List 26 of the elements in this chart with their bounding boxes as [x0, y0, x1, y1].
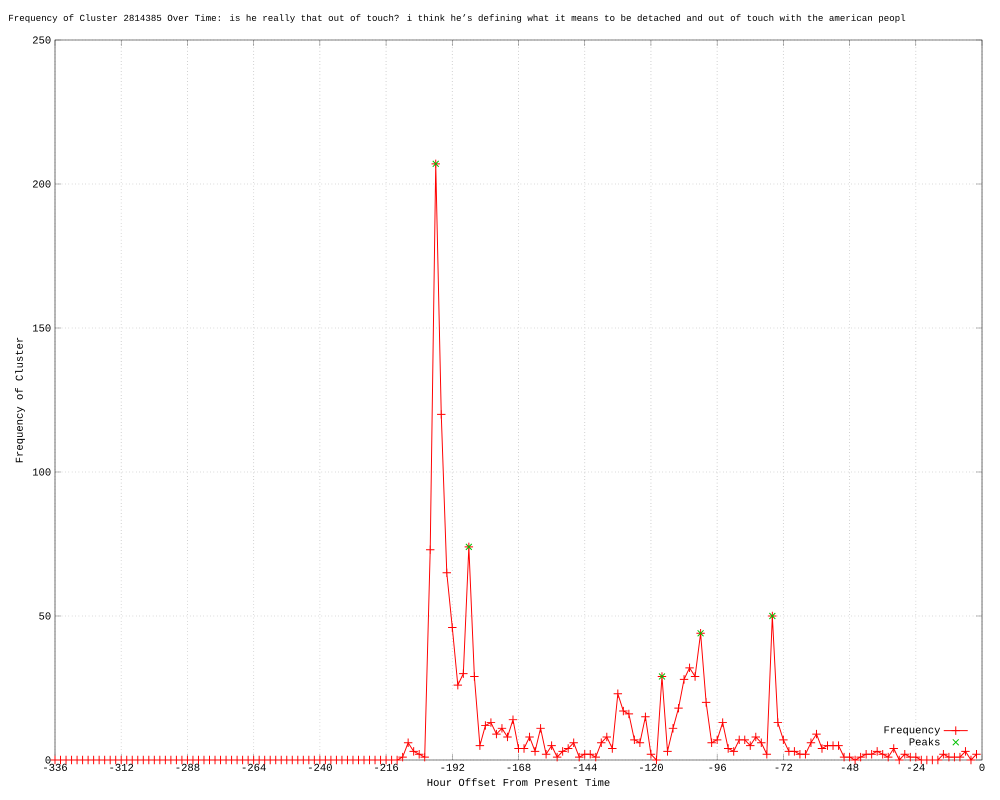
- x-tick-label: -192: [441, 764, 464, 771]
- x-tick-label: 0: [979, 764, 985, 771]
- y-tick-label: 200: [32, 180, 51, 188]
- legend-label: Frequency: [884, 726, 940, 736]
- x-tick-label: -288: [176, 764, 200, 771]
- x-tick-label: -120: [640, 764, 663, 771]
- chart-title: Frequency of Cluster 2814385 Over Time: is he really that out of touch? i think he’s defining what it means to be detached and out of touch with the american peopl: [9, 14, 906, 23]
- y-tick-label: 100: [32, 468, 51, 476]
- x-tick-label: -96: [709, 764, 726, 771]
- x-tick-label: -312: [110, 764, 134, 771]
- x-tick-label: -168: [508, 764, 530, 771]
- y-tick-label: 150: [32, 324, 51, 332]
- y-tick-label: 0: [46, 756, 51, 764]
- x-tick-label: -24: [908, 764, 925, 771]
- x-tick-label: -216: [375, 764, 398, 771]
- y-tick-label: 250: [32, 36, 51, 44]
- x-tick-label: -72: [776, 764, 792, 771]
- y-tick-label: 50: [39, 612, 51, 620]
- x-tick-label: -48: [842, 764, 858, 771]
- y-axis-title: Frequency of Cluster: [15, 338, 25, 462]
- x-tick-label: -336: [44, 764, 67, 771]
- x-tick-label: -144: [574, 764, 597, 771]
- x-tick-label: -240: [308, 764, 332, 771]
- x-axis-title: Hour Offset From Present Time: [428, 778, 610, 786]
- x-tick-label: -264: [242, 764, 266, 771]
- legend-label: Peaks: [910, 738, 940, 746]
